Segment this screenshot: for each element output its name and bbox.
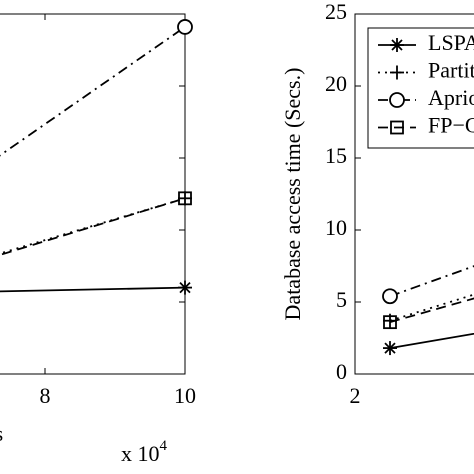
marker xyxy=(383,315,397,330)
series-line xyxy=(0,197,186,255)
y-axis-label: Database access time (Secs.) xyxy=(280,68,305,321)
x-multiplier-exp: 4 xyxy=(160,438,168,454)
y-tick-label: 20 xyxy=(325,71,347,96)
y-tick-label: 25 xyxy=(325,0,347,24)
marker-circle xyxy=(177,19,193,35)
axes-frame xyxy=(0,13,186,375)
y-tick-label: 10 xyxy=(325,215,347,240)
x-multiplier-base: x 10 xyxy=(121,441,160,466)
marker xyxy=(390,120,404,135)
axes-frame xyxy=(354,13,474,375)
series-line xyxy=(0,26,186,157)
legend-label: Partition xyxy=(428,58,474,83)
legend-label: LSPA xyxy=(428,30,474,55)
marker-stroke xyxy=(179,281,191,294)
marker xyxy=(382,288,398,305)
marker xyxy=(390,38,404,52)
marker-stroke xyxy=(391,39,403,51)
series-line xyxy=(389,293,474,322)
marker-square xyxy=(178,191,192,206)
marker xyxy=(390,65,404,80)
y-tick-label: 0 xyxy=(336,359,347,384)
x-tick-label: 10 xyxy=(174,383,196,408)
x-tick-label: 8 xyxy=(40,383,51,408)
y-tick-label: 15 xyxy=(325,143,347,168)
marker xyxy=(178,191,192,206)
x-axis-label: Number of transactions xyxy=(0,421,3,446)
marker-square xyxy=(383,315,397,330)
marker-stroke xyxy=(384,342,396,354)
marker-circle xyxy=(382,288,398,305)
series-line xyxy=(389,332,474,349)
marker xyxy=(177,19,193,35)
marker xyxy=(178,280,192,295)
marker xyxy=(178,191,192,206)
y-tick-label: 5 xyxy=(336,287,347,312)
x-tick-label: 2 xyxy=(350,383,361,408)
series-line xyxy=(0,286,186,293)
legend-label: FP−Growth xyxy=(428,113,474,138)
marker-circle xyxy=(389,92,405,108)
series-line xyxy=(389,297,474,324)
x-multiplier: x 104 xyxy=(121,438,168,466)
marker-square xyxy=(390,120,404,135)
series-line xyxy=(0,197,186,256)
legend-label: Apriori xyxy=(428,85,474,110)
marker xyxy=(383,341,397,356)
marker xyxy=(389,92,405,108)
